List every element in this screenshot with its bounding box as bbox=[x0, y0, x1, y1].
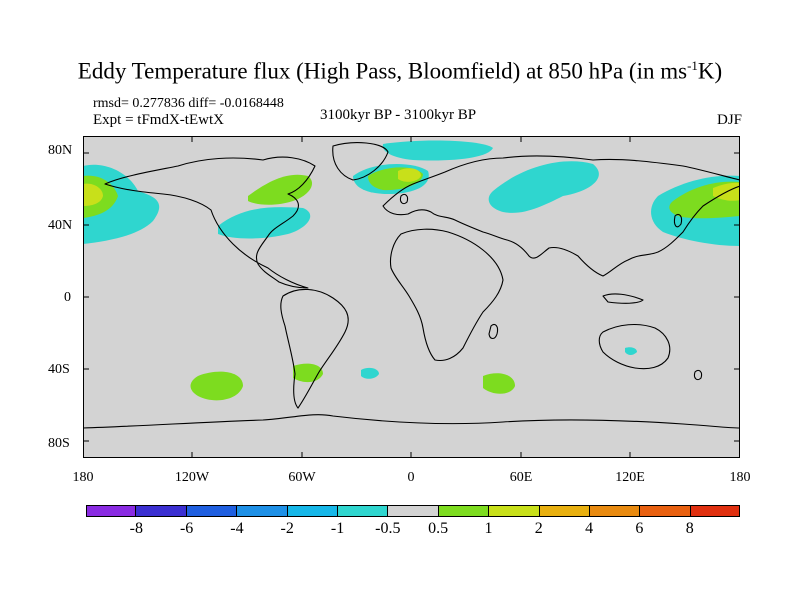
colorbar-swatch bbox=[438, 505, 490, 517]
colorbar-label: 6 bbox=[635, 520, 644, 537]
lon-tick-0: 0 bbox=[407, 470, 415, 485]
colorbar-swatch bbox=[589, 505, 641, 517]
colorbar-swatch bbox=[388, 505, 439, 517]
world-map bbox=[83, 136, 740, 458]
stats-label: rmsd= 0.277836 diff= -0.0168448 bbox=[93, 96, 284, 111]
patch-australia-cyan bbox=[625, 347, 637, 355]
lon-tick-180w: 180 bbox=[72, 470, 94, 485]
lon-tick-120w: 120W bbox=[174, 470, 210, 485]
lat-tick-80s: 80S bbox=[48, 436, 70, 451]
colorbar-label: -2 bbox=[280, 520, 294, 537]
patch-indian-ocean-green bbox=[483, 373, 515, 394]
colorbar-swatch bbox=[640, 505, 691, 517]
colorbar-label: 8 bbox=[685, 520, 694, 537]
colorbar-swatch bbox=[539, 505, 590, 517]
lat-tick-40s: 40S bbox=[48, 362, 70, 377]
colorbar-label: -0.5 bbox=[375, 520, 401, 537]
colorbar-label: 0.5 bbox=[428, 520, 449, 537]
colorbar-label: 2 bbox=[534, 520, 543, 537]
colorbar-swatch bbox=[86, 505, 137, 517]
experiment-label: Expt = tFmdX-tEwtX bbox=[93, 112, 224, 128]
patch-eurasia-cyan bbox=[488, 161, 599, 213]
patch-na-east-cyan bbox=[218, 207, 311, 239]
colorbar-swatch bbox=[489, 505, 540, 517]
colorbar-label: 1 bbox=[484, 520, 493, 537]
lon-tick-120e: 120E bbox=[615, 470, 645, 485]
period-label: 3100kyr BP - 3100kyr BP bbox=[320, 107, 477, 123]
season-label: DJF bbox=[716, 112, 742, 128]
patch-south-atlantic-cyan bbox=[361, 367, 379, 379]
patch-nw-pacific-yellow bbox=[83, 183, 103, 206]
lat-tick-0: 0 bbox=[64, 290, 71, 305]
colorbar-swatch bbox=[186, 505, 238, 517]
colorbar bbox=[86, 505, 741, 517]
colorbar-label: -1 bbox=[330, 520, 345, 537]
colorbar-label: 4 bbox=[585, 520, 594, 537]
lon-tick-180e: 180 bbox=[729, 470, 751, 485]
colorbar-swatch bbox=[337, 505, 389, 517]
plot-title: Eddy Temperature flux (High Pass, Bloomf… bbox=[77, 58, 723, 84]
coastlines bbox=[83, 142, 740, 429]
lat-tick-80n: 80N bbox=[48, 143, 73, 158]
patch-south-pacific-green bbox=[190, 371, 243, 401]
colorbar-swatch bbox=[287, 505, 338, 517]
map-ticks bbox=[83, 136, 740, 458]
lon-tick-60w: 60W bbox=[288, 470, 316, 485]
patch-na-green bbox=[248, 174, 313, 205]
colorbar-swatch bbox=[690, 505, 741, 517]
patch-atlantic-yellow bbox=[398, 168, 421, 182]
patch-arctic-cyan bbox=[382, 140, 493, 161]
anomaly-patches bbox=[83, 140, 740, 401]
lon-tick-60e: 60E bbox=[509, 470, 533, 485]
colorbar-swatch bbox=[237, 505, 288, 517]
colorbar-label: -4 bbox=[230, 520, 244, 537]
colorbar-label: -6 bbox=[179, 520, 194, 537]
lat-tick-40n: 40N bbox=[48, 218, 73, 233]
colorbar-label: -8 bbox=[129, 520, 143, 537]
colorbar-swatch bbox=[136, 505, 187, 517]
